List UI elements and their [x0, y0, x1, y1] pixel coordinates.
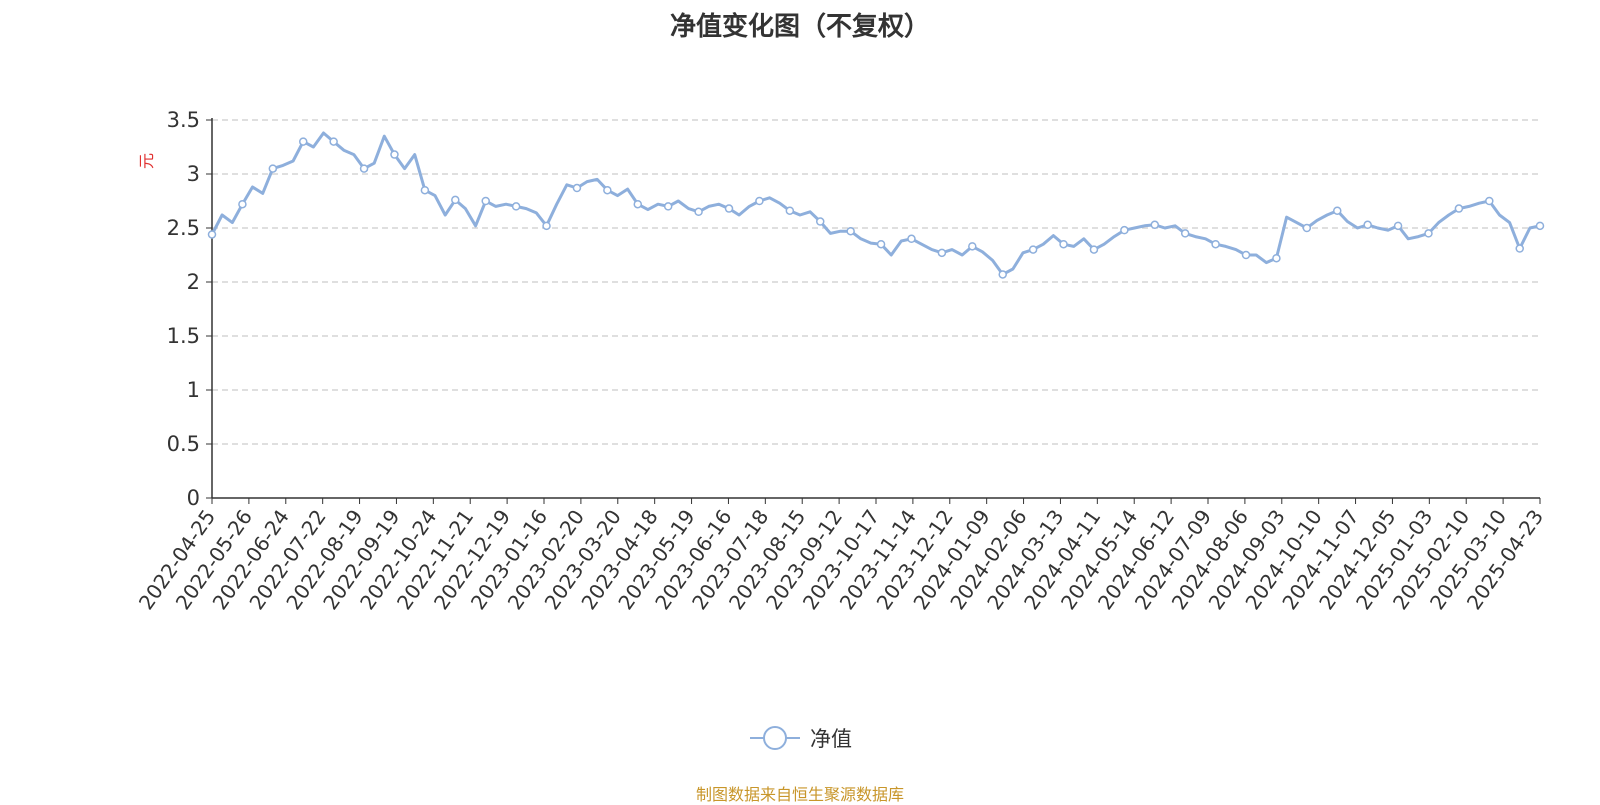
data-point[interactable]: [1180, 229, 1190, 238]
data-point[interactable]: [1535, 221, 1545, 231]
data-point[interactable]: [1363, 220, 1372, 230]
x-axis: 2022-04-252022-05-262022-06-242022-07-22…: [134, 497, 1548, 614]
data-point[interactable]: [298, 137, 308, 146]
data-point[interactable]: [815, 217, 825, 226]
data-point[interactable]: [785, 206, 795, 215]
grid-lines: [212, 119, 1540, 445]
data-point[interactable]: [238, 199, 247, 209]
data-point[interactable]: [846, 226, 855, 236]
data-point[interactable]: [633, 199, 643, 209]
data-point[interactable]: [1028, 245, 1038, 254]
y-tick-label: 3: [187, 162, 200, 186]
data-point[interactable]: [1424, 229, 1433, 238]
data-point[interactable]: [359, 164, 369, 173]
data-point[interactable]: [329, 137, 338, 146]
series-line: [210, 131, 1541, 276]
data-point[interactable]: [1302, 223, 1312, 233]
data-point[interactable]: [420, 185, 430, 195]
data-point[interactable]: [1515, 244, 1524, 253]
legend-label: 净值: [810, 727, 852, 751]
y-tick-label: 0.5: [167, 432, 200, 456]
data-point[interactable]: [1059, 239, 1068, 249]
data-point[interactable]: [572, 183, 582, 193]
data-point[interactable]: [998, 270, 1007, 279]
y-axis-label: 元: [137, 153, 156, 169]
data-point[interactable]: [1120, 225, 1129, 235]
legend[interactable]: 净值: [750, 723, 852, 753]
data-point[interactable]: [511, 202, 521, 211]
y-tick-label: 0: [187, 486, 200, 510]
y-tick-label: 1: [187, 378, 200, 402]
data-point[interactable]: [1485, 196, 1494, 206]
data-point[interactable]: [542, 221, 551, 231]
data-point[interactable]: [451, 195, 460, 205]
data-point[interactable]: [1150, 220, 1160, 230]
y-tick-label: 2.5: [167, 216, 200, 240]
data-point[interactable]: [876, 239, 886, 249]
data-point[interactable]: [1454, 204, 1464, 213]
series-group: [207, 131, 1545, 279]
data-point[interactable]: [1272, 253, 1281, 263]
data-point[interactable]: [937, 248, 947, 258]
data-point[interactable]: [724, 204, 734, 213]
y-tick-label: 2: [187, 270, 200, 294]
data-point[interactable]: [968, 242, 977, 251]
source-note: 制图数据来自恒生聚源数据库: [695, 785, 904, 804]
data-point[interactable]: [481, 196, 490, 206]
y-tick-label: 3.5: [167, 108, 200, 132]
data-point[interactable]: [663, 202, 673, 211]
data-point[interactable]: [1333, 206, 1342, 215]
data-point[interactable]: [1241, 250, 1251, 260]
y-axis: 0 0.5 1 1.5 2 2.5 3 3.5: [167, 108, 213, 510]
data-point[interactable]: [755, 196, 764, 206]
data-point[interactable]: [207, 230, 217, 239]
data-point[interactable]: [694, 207, 703, 217]
y-tick-label: 1.5: [167, 324, 200, 348]
chart-title: 净值变化图（不复权）: [669, 12, 930, 42]
data-point[interactable]: [907, 234, 916, 244]
data-point[interactable]: [1089, 245, 1099, 254]
data-point[interactable]: [390, 150, 399, 159]
data-point[interactable]: [1393, 221, 1403, 231]
data-point[interactable]: [268, 164, 278, 173]
legend-line-icon: [750, 726, 800, 750]
data-point[interactable]: [603, 185, 612, 195]
data-point[interactable]: [1211, 239, 1220, 249]
